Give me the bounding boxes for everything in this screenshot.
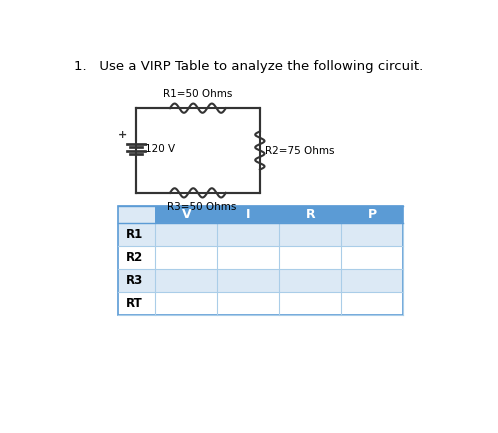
Bar — [217, 269, 279, 292]
Bar — [279, 292, 341, 315]
Text: R2: R2 — [126, 251, 143, 264]
Bar — [341, 223, 403, 246]
Text: P: P — [368, 208, 377, 221]
Bar — [217, 223, 279, 246]
Bar — [118, 292, 155, 315]
Text: R2=75 Ohms: R2=75 Ohms — [265, 145, 335, 155]
Bar — [341, 246, 403, 269]
Bar — [118, 269, 155, 292]
Bar — [118, 206, 403, 315]
Text: R: R — [305, 208, 315, 221]
Text: RT: RT — [126, 297, 142, 310]
Bar — [217, 206, 279, 223]
Bar — [279, 206, 341, 223]
Text: R1=50 Ohms: R1=50 Ohms — [163, 89, 233, 99]
Bar — [155, 269, 217, 292]
Text: 120 V: 120 V — [145, 144, 175, 154]
Bar — [279, 269, 341, 292]
Bar — [217, 292, 279, 315]
Bar — [279, 246, 341, 269]
Bar — [341, 292, 403, 315]
Bar — [217, 246, 279, 269]
Bar — [155, 292, 217, 315]
Text: I: I — [246, 208, 250, 221]
Bar — [155, 206, 217, 223]
Text: R1: R1 — [126, 228, 143, 241]
Text: V: V — [181, 208, 191, 221]
Bar — [279, 223, 341, 246]
Text: 1.   Use a VIRP Table to analyze the following circuit.: 1. Use a VIRP Table to analyze the follo… — [74, 61, 423, 74]
Text: R3: R3 — [126, 274, 143, 287]
Bar — [155, 223, 217, 246]
Text: R3=50 Ohms: R3=50 Ohms — [167, 202, 237, 212]
Bar — [341, 269, 403, 292]
Text: +: + — [118, 130, 127, 140]
Bar — [118, 223, 155, 246]
Bar — [118, 206, 155, 223]
Bar — [118, 246, 155, 269]
Bar — [155, 246, 217, 269]
Bar — [341, 206, 403, 223]
